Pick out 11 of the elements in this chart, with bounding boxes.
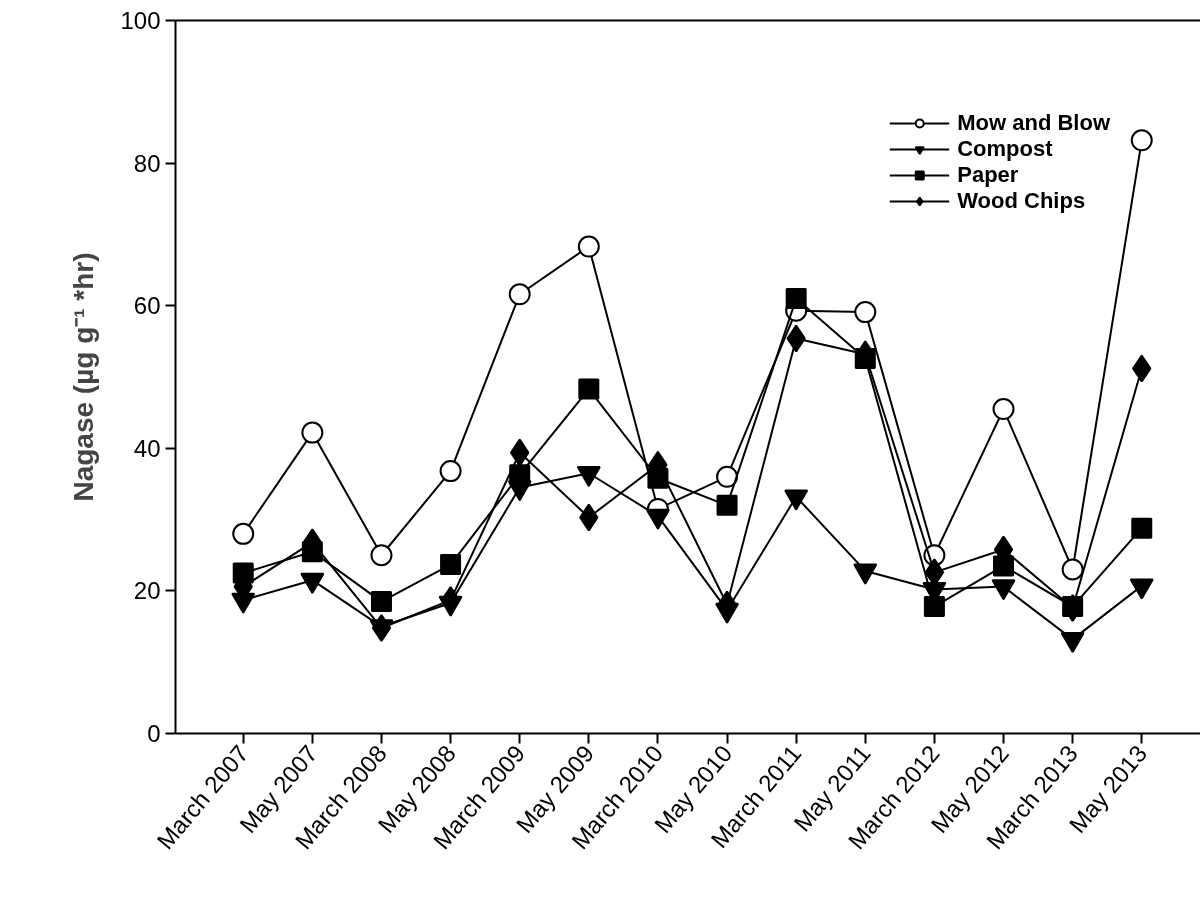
y-tick-label: 100 [120, 7, 161, 34]
y-tick-label: 40 [133, 434, 161, 462]
y-tick-label: 80 [133, 149, 161, 177]
legend-label: Mow and Blow [957, 110, 1110, 136]
y-tick-label: 60 [133, 292, 161, 320]
y-tick-label: 20 [133, 577, 161, 605]
legend-label: Wood Chips [957, 188, 1086, 214]
y-axis-title: Nagase (µg g⁻¹ *hr) [68, 252, 100, 502]
legend-label: Paper [957, 162, 1019, 188]
y-tick-label: 0 [147, 720, 161, 747]
legend-label: Compost [957, 136, 1053, 162]
